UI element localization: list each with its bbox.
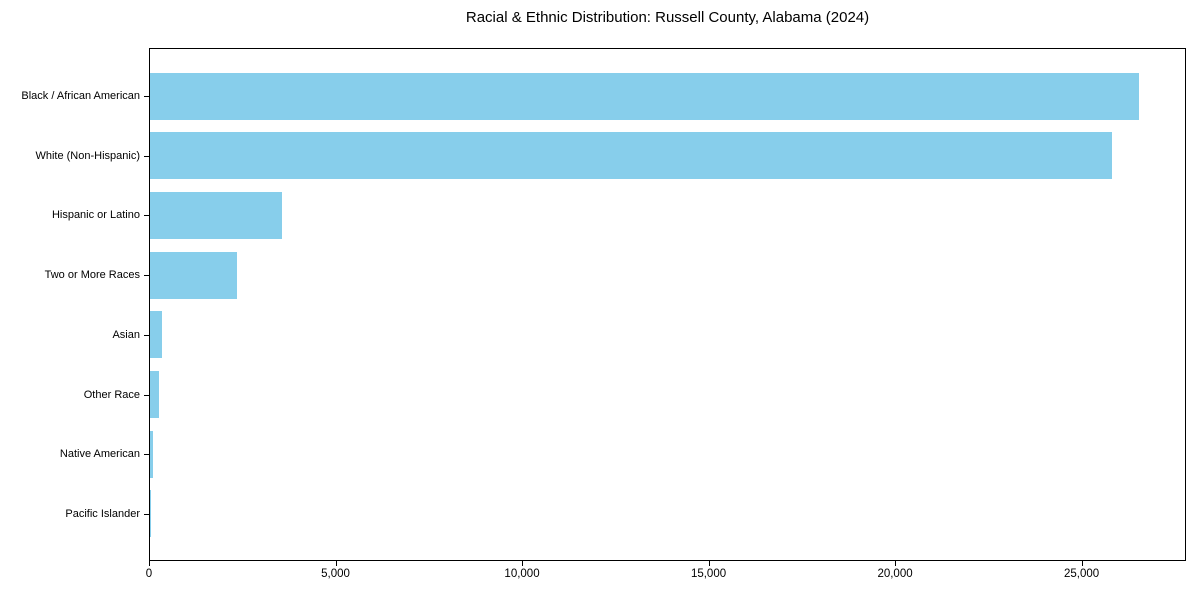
- y-tick-label: Native American: [59, 448, 140, 461]
- bar-black-african-american: [150, 72, 1139, 120]
- bar-pacific-islander: [150, 490, 151, 538]
- bar-asian: [150, 311, 163, 359]
- y-tick-label: Hispanic or Latino: [51, 209, 140, 222]
- x-tick-label: 0: [145, 568, 153, 580]
- bar-two-or-more-races: [150, 251, 238, 299]
- x-tick-mark: [1081, 561, 1083, 566]
- bar-white-non-hispanic: [150, 132, 1113, 180]
- y-tick-mark: [144, 334, 149, 336]
- y-tick-label: Other Race: [83, 388, 140, 401]
- y-tick-label: White (Non-Hispanic): [35, 149, 140, 162]
- y-tick-label: Black / African American: [21, 90, 140, 102]
- y-tick-mark: [144, 513, 149, 515]
- x-tick-label: 10,000: [504, 568, 540, 580]
- y-tick-label: Two or More Races: [44, 269, 140, 282]
- plot-area: [149, 48, 1186, 561]
- y-tick-mark: [144, 215, 149, 217]
- y-tick-mark: [144, 275, 149, 277]
- x-tick-mark: [335, 561, 337, 566]
- x-tick-label: 5,000: [321, 568, 350, 580]
- x-tick-label: 15,000: [690, 568, 727, 580]
- y-tick-label: Pacific Islander: [65, 507, 140, 520]
- y-tick-mark: [144, 454, 149, 456]
- x-tick-mark: [708, 561, 710, 566]
- x-tick-mark: [522, 561, 524, 566]
- x-tick-mark: [149, 561, 150, 566]
- chart-title: Racial & Ethnic Distribution: Russell Co…: [465, 9, 870, 26]
- bar-hispanic-or-latino: [150, 191, 283, 239]
- y-tick-mark: [144, 155, 149, 157]
- y-tick-mark: [144, 96, 149, 97]
- bar-native-american: [150, 430, 153, 478]
- x-tick-label: 25,000: [1063, 568, 1100, 580]
- y-tick-mark: [144, 394, 149, 396]
- y-tick-label: Asian: [112, 328, 140, 341]
- x-tick-label: 20,000: [877, 568, 913, 580]
- bar-other-race: [150, 371, 160, 418]
- x-tick-mark: [895, 561, 897, 566]
